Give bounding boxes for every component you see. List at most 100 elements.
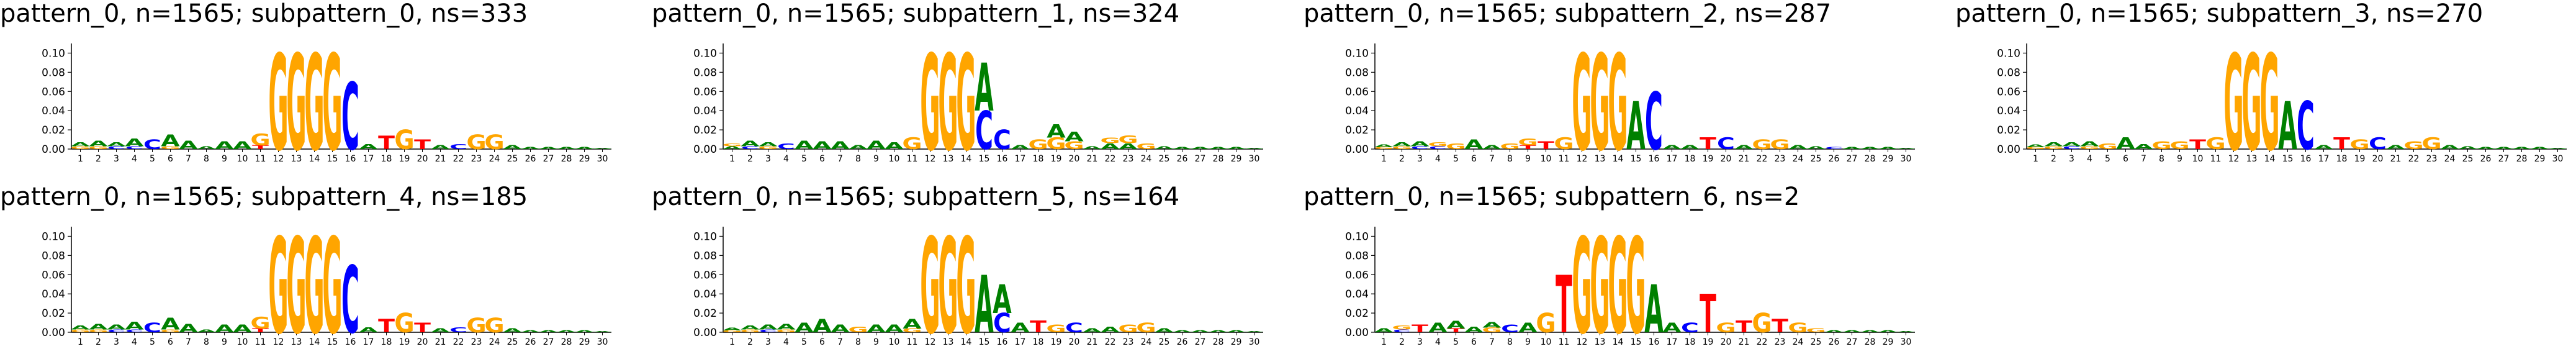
y-tick-label: 0.10 <box>693 230 717 243</box>
logo-letter-G: G <box>1118 323 1138 335</box>
x-tick-label: 11 <box>1559 154 1570 161</box>
logo-letter-A: A <box>1788 144 1807 150</box>
logo-letter-G: G <box>250 130 270 149</box>
logo-letter-C: C <box>975 101 993 161</box>
x-tick-label: 1 <box>78 337 83 345</box>
logo-letter-C: C <box>107 329 125 333</box>
logo-letter-A: A <box>557 330 576 333</box>
x-tick-label: 10 <box>889 154 900 161</box>
x-tick-label: 27 <box>1195 337 1206 345</box>
logo-letter-A: A <box>1374 327 1393 334</box>
x-tick-label: 22 <box>1757 337 1768 345</box>
logo-letter-A: A <box>1227 147 1246 150</box>
logo-letter-G: G <box>484 315 504 337</box>
logo-letter-G: G <box>2259 31 2279 161</box>
logo-letter-G: G <box>2205 134 2225 153</box>
y-tick-label: 0.02 <box>1997 124 2020 137</box>
y-tick-label: 0.04 <box>1997 105 2020 117</box>
y-tick-label: 0.10 <box>1345 47 1369 60</box>
x-tick-label: 19 <box>399 154 410 161</box>
x-tick-label: 15 <box>979 154 990 161</box>
logo-letter-G: G <box>2169 140 2189 152</box>
logo-letter-C: C <box>449 143 467 150</box>
x-tick-label: 16 <box>1649 154 1660 161</box>
y-tick-label: 0.04 <box>693 288 717 301</box>
logo-letter-G: G <box>2349 137 2369 152</box>
y-tick-label: 0.00 <box>42 143 65 156</box>
panel-title: pattern_0, n=1565; subpattern_4, ns=185 <box>0 183 528 211</box>
logo-letter-G: G <box>160 145 180 150</box>
logo-letter-A: A <box>2440 144 2459 150</box>
logo-letter-A: A <box>1842 330 1862 333</box>
x-tick-label: 27 <box>1847 337 1858 345</box>
y-tick-label: 0.02 <box>42 124 65 137</box>
logo-letter-G: G <box>2025 147 2045 150</box>
logo-letter-G: G <box>250 314 270 332</box>
logo-letter-G: G <box>722 330 742 333</box>
x-tick-label: 10 <box>889 337 900 345</box>
x-tick-label: 19 <box>1051 154 1062 161</box>
x-tick-label: 1 <box>1381 337 1387 345</box>
logo-panel-subpattern-1: pattern_0, n=1565; subpattern_1, ns=324 … <box>652 0 1279 161</box>
x-tick-label: 19 <box>399 337 410 345</box>
x-tick-label: 28 <box>561 154 572 161</box>
x-tick-label: 14 <box>1613 337 1624 345</box>
logo-letter-G: G <box>1374 147 1394 150</box>
logo-letter-C: C <box>777 142 795 151</box>
logo-letter-G: G <box>1608 214 1628 345</box>
panel-title: pattern_0, n=1565; subpattern_0, ns=333 <box>0 0 528 28</box>
logo-letter-C: C <box>741 145 759 150</box>
logo-letter-A: A <box>2476 147 2495 150</box>
x-tick-label: 26 <box>1177 337 1188 345</box>
y-tick-label: 0.08 <box>42 66 65 79</box>
y-tick-label: 0.10 <box>693 47 717 60</box>
logo-letter-A: A <box>759 323 778 330</box>
x-tick-label: 23 <box>471 337 482 345</box>
logo-letter-G: G <box>1046 134 1066 153</box>
y-tick-label: 0.08 <box>1345 66 1369 79</box>
logo-letter-G: G <box>1428 142 1448 148</box>
logo-letter-G: G <box>466 315 486 337</box>
sequence-logo-chart: 0.000.020.040.060.080.101AG2CA3GA4C5A6A7… <box>693 31 1264 161</box>
logo-letter-A: A <box>125 137 144 149</box>
logo-letter-C: C <box>143 137 161 152</box>
x-tick-label: 23 <box>1123 154 1134 161</box>
logo-letter-A: A <box>975 50 994 126</box>
x-tick-label: 11 <box>255 154 266 161</box>
logo-letter-A: A <box>1662 320 1682 335</box>
x-tick-label: 12 <box>1577 154 1588 161</box>
logo-letter-T: T <box>2189 137 2206 152</box>
logo-letter-G: G <box>484 132 504 154</box>
y-tick-label: 0.10 <box>42 230 65 243</box>
logo-letter-C: C <box>2369 134 2387 153</box>
x-tick-label: 3 <box>114 337 119 345</box>
x-tick-label: 16 <box>345 154 356 161</box>
logo-letter-T: T <box>1772 316 1788 337</box>
x-tick-label: 13 <box>943 337 954 345</box>
x-tick-label: 23 <box>1775 337 1786 345</box>
x-tick-label: 7 <box>1489 337 1495 345</box>
logo-letter-A: A <box>1173 147 1192 150</box>
logo-letter-A: A <box>1896 148 1916 150</box>
logo-letter-C: C <box>2297 88 2315 161</box>
logo-letter-A: A <box>593 148 612 150</box>
logo-letter-C: C <box>2063 145 2081 150</box>
x-tick-label: 22 <box>1105 337 1116 345</box>
logo-letter-A: A <box>1191 147 1210 150</box>
logo-letter-T: T <box>414 137 431 152</box>
logo-letter-T: T <box>2333 134 2350 153</box>
x-tick-label: 7 <box>2141 154 2146 161</box>
logo-letter-C: C <box>1393 329 1411 333</box>
logo-letter-A: A <box>2116 134 2135 153</box>
logo-letter-G: G <box>70 145 90 150</box>
logo-letter-A: A <box>1119 142 1138 151</box>
logo-letter-A: A <box>1101 325 1120 334</box>
x-tick-label: 13 <box>291 154 302 161</box>
x-tick-label: 22 <box>2408 154 2420 161</box>
logo-letter-A: A <box>197 329 216 333</box>
logo-letter-G: G <box>1752 308 1772 339</box>
x-tick-label: 17 <box>1015 154 1026 161</box>
x-tick-label: 4 <box>1435 154 1441 161</box>
logo-letter-G: G <box>2421 134 2441 153</box>
logo-letter-A: A <box>1209 330 1228 333</box>
